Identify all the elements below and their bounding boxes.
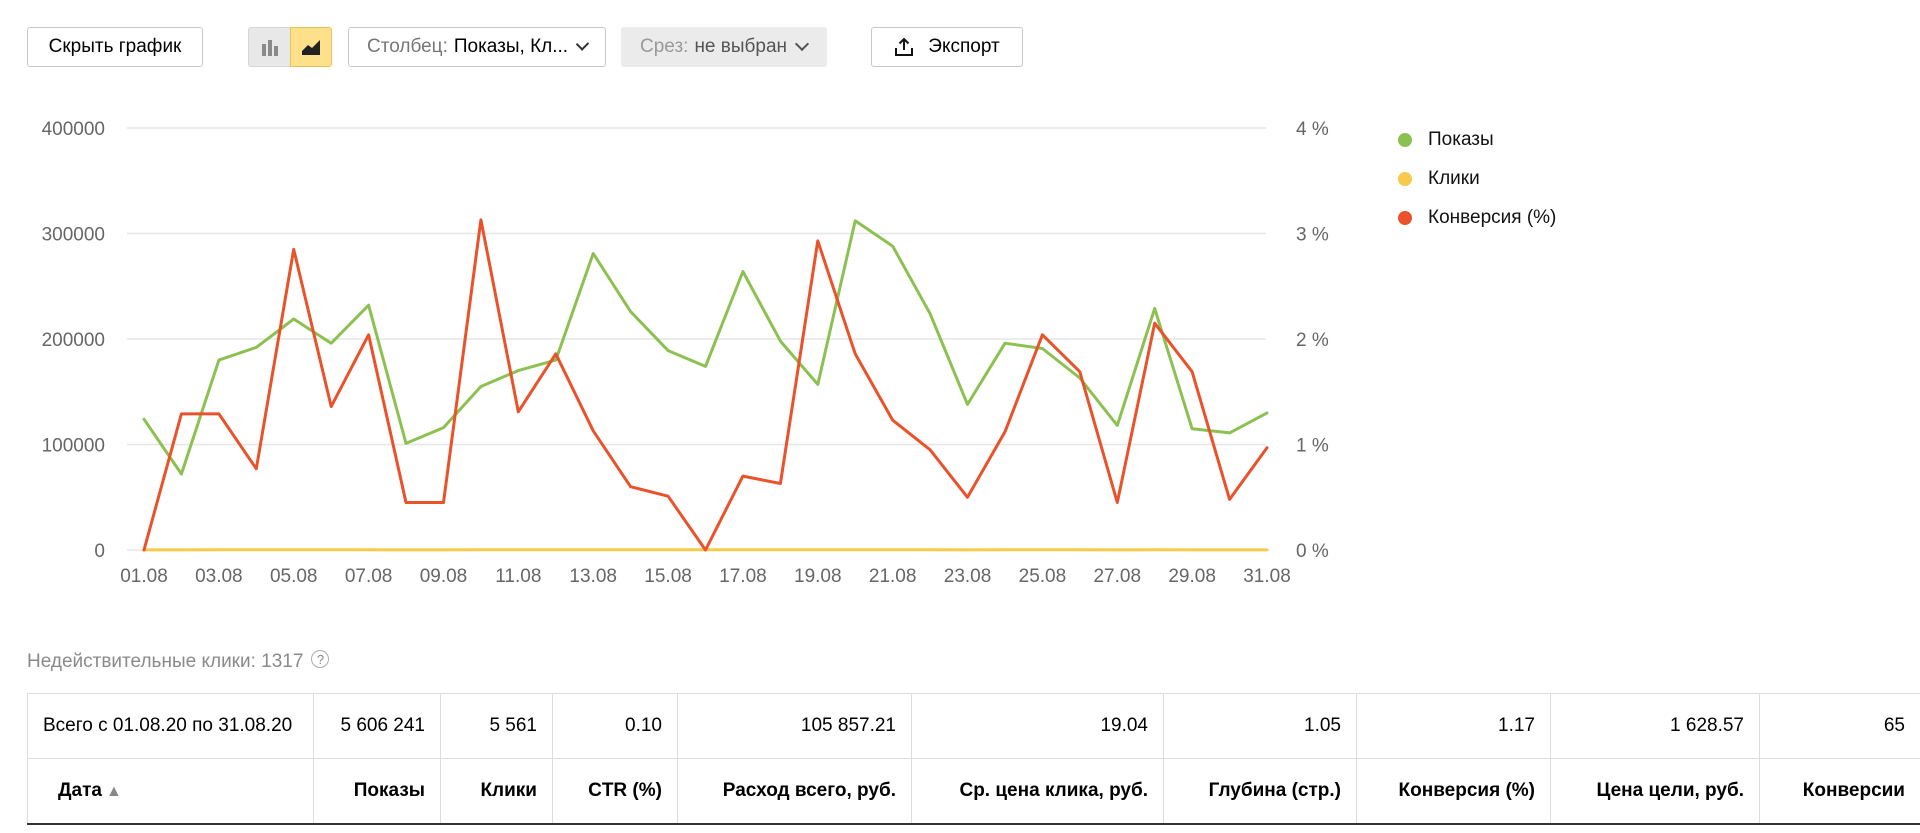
- total-cell: 19.04: [911, 693, 1164, 759]
- column-header-date[interactable]: Дата ▲: [27, 758, 314, 825]
- stats-table: Всего с 01.08.20 по 31.08.20 5 606 241 5…: [27, 693, 1920, 825]
- y-right-tick-label: 0 %: [1296, 541, 1329, 562]
- x-tick-label: 05.08: [270, 566, 318, 587]
- line-chart: 0 100000 200000 300000 400000 0 % 1 % 2 % 3 % 4 …: [42, 119, 1329, 587]
- total-cell: 65: [1759, 693, 1920, 759]
- area-chart-icon: [302, 40, 320, 55]
- y-right-tick-label: 4 %: [1296, 119, 1329, 140]
- view-area-button[interactable]: [290, 27, 332, 67]
- chart-view-toggle: [248, 27, 332, 67]
- series-line: [142, 218, 1269, 552]
- x-tick-label: 25.08: [1019, 566, 1067, 587]
- slice-select-prefix: Срез:: [640, 36, 689, 57]
- x-axis: 01.08 03.08 05.08 07.08 09.08 11.08 13.08 15.08…: [120, 566, 1291, 587]
- x-tick-label: 11.08: [495, 566, 541, 587]
- x-tick-label: 15.08: [644, 566, 692, 587]
- chevron-down-icon: [794, 36, 810, 52]
- invalid-clicks-label: Недействительные клики: 1317: [27, 651, 304, 672]
- column-header-clicks[interactable]: Клики: [440, 758, 553, 825]
- total-cell: 1 628.57: [1550, 693, 1760, 759]
- slice-select[interactable]: Срез: не выбран: [621, 27, 827, 67]
- column-header-spend[interactable]: Расход всего, руб.: [677, 758, 912, 825]
- export-button[interactable]: Экспорт: [871, 27, 1023, 67]
- y-left-tick-label: 100000: [42, 436, 105, 457]
- column-select-value: Показы, Кл...: [453, 36, 569, 57]
- legend-label: Показы: [1428, 128, 1494, 150]
- x-tick-label: 23.08: [944, 566, 992, 587]
- x-tick-label: 17.08: [719, 566, 767, 587]
- total-cell: 1.17: [1356, 693, 1551, 759]
- chevron-down-icon: [575, 37, 590, 51]
- legend-marker: [1398, 171, 1412, 186]
- x-tick-label: 13.08: [569, 566, 617, 587]
- column-select-prefix: Столбец:: [367, 36, 448, 57]
- x-tick-label: 31.08: [1243, 566, 1291, 587]
- x-tick-label: 27.08: [1093, 566, 1141, 587]
- chart-grid: [127, 127, 1266, 551]
- y-right-tick-label: 1 %: [1296, 436, 1329, 457]
- column-header-ctr[interactable]: CTR (%): [552, 758, 678, 825]
- x-tick-label: 07.08: [345, 566, 393, 587]
- column-header-impressions[interactable]: Показы: [313, 758, 441, 825]
- legend-label: Конверсия (%): [1428, 206, 1557, 228]
- total-cell: Всего с 01.08.20 по 31.08.20: [27, 693, 314, 759]
- column-header-conversions[interactable]: Конверсии: [1759, 758, 1920, 825]
- chart-series: [142, 218, 1269, 552]
- x-tick-label: 21.08: [869, 566, 917, 587]
- y-left-tick-label: 400000: [42, 119, 105, 140]
- y-left-tick-label: 200000: [42, 330, 105, 351]
- x-tick-label: 19.08: [794, 566, 842, 587]
- legend-item[interactable]: Конверсия (%): [1398, 198, 1556, 237]
- y-left-tick-label: 0: [94, 541, 105, 562]
- column-header-depth[interactable]: Глубина (стр.): [1163, 758, 1357, 825]
- legend-item[interactable]: Клики: [1398, 159, 1556, 198]
- x-tick-label: 03.08: [195, 566, 243, 587]
- y-left-tick-label: 300000: [42, 225, 105, 246]
- x-tick-label: 29.08: [1168, 566, 1216, 587]
- legend-marker: [1398, 210, 1412, 225]
- invalid-clicks: Недействительные клики: 1317 ?: [27, 650, 330, 673]
- question-icon[interactable]: ?: [311, 650, 330, 668]
- upload-icon: [895, 37, 914, 56]
- legend-marker: [1398, 132, 1412, 147]
- column-header-conversion-rate[interactable]: Конверсия (%): [1356, 758, 1551, 825]
- y-axis-left: 0 100000 200000 300000 400000: [42, 119, 105, 562]
- total-cell: 5 561: [440, 693, 553, 759]
- y-right-tick-label: 3 %: [1296, 225, 1329, 246]
- legend-label: Клики: [1428, 167, 1480, 189]
- legend-item[interactable]: Показы: [1398, 120, 1556, 159]
- total-cell: 5 606 241: [313, 693, 441, 759]
- slice-select-value: не выбран: [694, 36, 788, 57]
- total-row: Всего с 01.08.20 по 31.08.20 5 606 241 5…: [27, 693, 1920, 759]
- series-line: [142, 219, 1269, 476]
- y-axis-right: 0 % 1 % 2 % 3 % 4 %: [1296, 119, 1329, 562]
- column-select[interactable]: Столбец: Показы, Кл...: [348, 27, 606, 67]
- total-cell: 0.10: [552, 693, 678, 759]
- hide-chart-button[interactable]: Скрыть график: [27, 27, 203, 67]
- export-label: Экспорт: [928, 36, 1000, 57]
- view-bars-button[interactable]: [248, 27, 290, 67]
- column-header-avg-cpc[interactable]: Ср. цена клика, руб.: [911, 758, 1164, 825]
- total-cell: 1.05: [1163, 693, 1357, 759]
- bar-chart-icon: [261, 40, 278, 56]
- y-right-tick-label: 2 %: [1296, 330, 1329, 351]
- column-header-label: Дата: [58, 779, 102, 801]
- chart-legend: Показы Клики Конверсия (%): [1398, 120, 1556, 237]
- toolbar: Скрыть график Столбец: Показы, Кл... Сре…: [27, 27, 1127, 67]
- x-tick-label: 01.08: [120, 566, 168, 587]
- column-header-goal-cost[interactable]: Цена цели, руб.: [1550, 758, 1760, 825]
- total-cell: 105 857.21: [677, 693, 912, 759]
- x-tick-label: 09.08: [420, 566, 468, 587]
- sort-ascending-icon: ▲: [105, 782, 122, 800]
- header-row: Дата ▲ Показы Клики CTR (%) Расход всего,…: [27, 758, 1920, 825]
